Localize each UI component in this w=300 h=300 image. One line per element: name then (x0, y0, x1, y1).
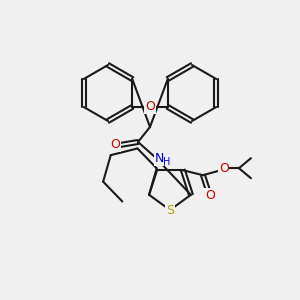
Text: O: O (145, 100, 155, 113)
Text: O: O (219, 162, 229, 175)
Text: H: H (163, 157, 171, 167)
Text: O: O (110, 139, 120, 152)
Text: S: S (166, 203, 174, 217)
Text: N: N (154, 152, 164, 166)
Text: O: O (205, 189, 215, 202)
